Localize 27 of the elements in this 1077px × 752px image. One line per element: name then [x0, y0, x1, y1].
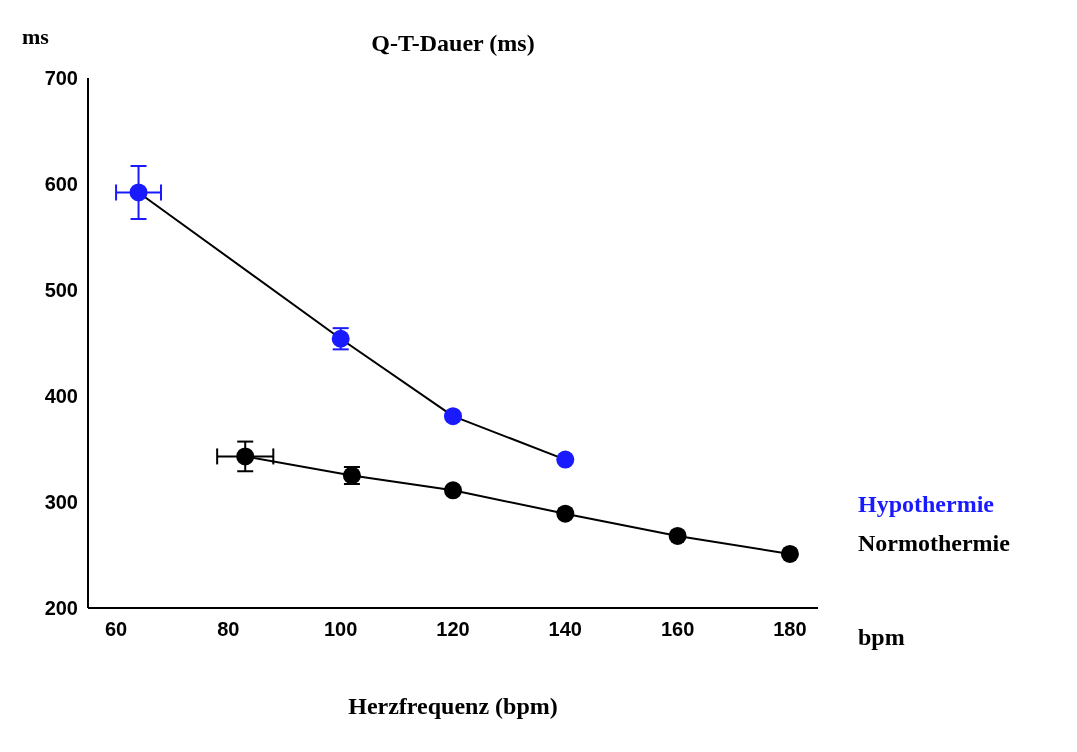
y-tick-label: 200 — [44, 597, 78, 620]
y-tick-label: 300 — [44, 491, 78, 514]
y-tick-label: 400 — [44, 385, 78, 408]
y-tick-label: 500 — [44, 279, 78, 302]
x-axis-title: Herzfrequenz (bpm) — [347, 693, 559, 720]
point — [668, 526, 687, 545]
text: Hypothermie — [858, 490, 994, 518]
point — [556, 450, 575, 469]
point — [444, 407, 462, 426]
text: Normothermie — [858, 529, 1010, 557]
point — [129, 183, 148, 202]
x-tick-label: 100 — [324, 618, 358, 641]
y-tick-label: 700 — [44, 67, 78, 90]
text: bpm — [858, 624, 905, 651]
chart-title: Q-T-Dauer (ms) — [370, 30, 536, 57]
y-axis-title: ms — [22, 24, 49, 50]
x-tick-label: 80 — [217, 618, 240, 641]
x-tick-label: 180 — [773, 618, 807, 641]
x-tick-label: 60 — [104, 618, 128, 641]
x-tick-label: 140 — [548, 618, 582, 641]
x-tick-label: 160 — [660, 618, 695, 641]
point — [444, 481, 462, 500]
y-tick-label: 600 — [44, 173, 78, 196]
point — [556, 504, 575, 523]
point — [236, 447, 255, 466]
point — [780, 544, 799, 563]
x-tick-label: 120 — [436, 618, 470, 641]
